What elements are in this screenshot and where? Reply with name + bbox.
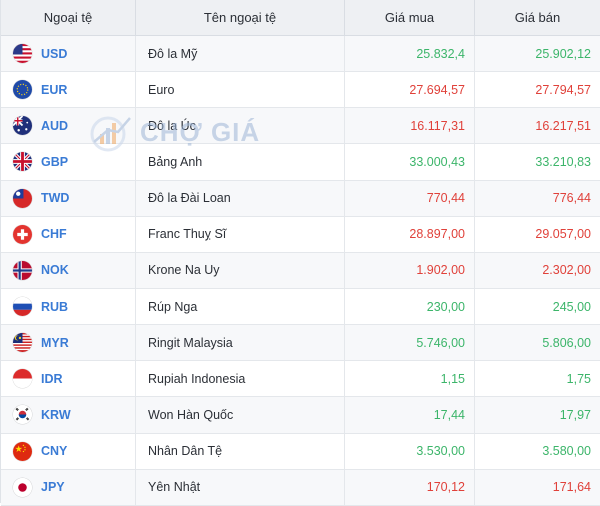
- gb-flag-icon: [13, 152, 32, 172]
- currency-code[interactable]: USD: [41, 46, 68, 61]
- table-body: USD Đô la Mỹ 25.832,4 25.902,12 EUR Euro 27.69…: [1, 36, 600, 506]
- currency-name: Nhân Dân Tệ: [136, 433, 345, 469]
- currency-name: Franc Thuỵ Sĩ: [136, 216, 345, 252]
- buy-price: 17,44: [345, 397, 475, 433]
- table-row: JPY Yên Nhật 170,12 171,64: [1, 469, 600, 506]
- sell-price: 171,64: [475, 470, 600, 505]
- sell-price: 27.794,57: [475, 72, 600, 107]
- table-row: AUD Đô la Úc 16.117,31 16.217,51: [1, 108, 600, 145]
- table-row: CHF Franc Thuỵ Sĩ 28.897,00 29.057,00: [1, 216, 600, 253]
- table-row: NOK Krone Na Uy 1.902,00 2.302,00: [1, 252, 600, 289]
- kr-flag-icon: [13, 405, 32, 425]
- table-row: GBP Bảng Anh 33.000,43 33.210,83: [1, 144, 600, 181]
- table-row: TWD Đô la Đài Loan 770,44 776,44: [1, 180, 600, 217]
- buy-price: 3.530,00: [345, 433, 475, 469]
- sell-price: 5.806,00: [475, 325, 600, 360]
- currency-name: Won Hàn Quốc: [136, 397, 345, 433]
- buy-price: 5.746,00: [345, 325, 475, 361]
- currency-code[interactable]: CHF: [41, 227, 67, 242]
- currency-code[interactable]: MYR: [41, 335, 69, 350]
- currency-code[interactable]: EUR: [41, 82, 68, 97]
- buy-price: 770,44: [345, 180, 475, 216]
- sell-price: 16.217,51: [475, 108, 600, 143]
- table-row: CNY Nhân Dân Tệ 3.530,00 3.580,00: [1, 433, 600, 470]
- currency-code-cell: MYR: [1, 325, 136, 361]
- currency-code-cell: KRW: [1, 397, 136, 433]
- currency-code-cell: CHF: [1, 216, 136, 252]
- currency-code-cell: RUB: [1, 288, 136, 325]
- currency-name: Rúp Nga: [136, 288, 345, 325]
- sell-price: 33.210,83: [475, 144, 600, 179]
- currency-code[interactable]: JPY: [41, 480, 65, 495]
- jp-flag-icon: [13, 477, 32, 497]
- header-buy-price: Giá mua: [345, 0, 475, 35]
- buy-price: 1.902,00: [345, 252, 475, 288]
- buy-price: 28.897,00: [345, 216, 475, 252]
- currency-code[interactable]: NOK: [41, 263, 69, 278]
- table-row: USD Đô la Mỹ 25.832,4 25.902,12: [1, 36, 600, 73]
- id-flag-icon: [13, 369, 32, 389]
- currency-code[interactable]: GBP: [41, 154, 69, 169]
- currency-code-cell: JPY: [1, 469, 136, 505]
- buy-price: 230,00: [345, 288, 475, 325]
- ru-flag-icon: [13, 297, 32, 317]
- sell-price: 25.902,12: [475, 36, 600, 71]
- currency-code[interactable]: RUB: [41, 299, 69, 314]
- sell-price: 245,00: [475, 289, 600, 324]
- sell-price: 29.057,00: [475, 217, 600, 252]
- sell-price: 3.580,00: [475, 434, 600, 469]
- table-header: Ngoại tệ Tên ngoại tệ Giá mua Giá bán: [1, 0, 600, 36]
- header-currency-code: Ngoại tệ: [1, 0, 136, 35]
- sell-price: 776,44: [475, 181, 600, 216]
- currency-code-cell: AUD: [1, 108, 136, 144]
- currency-name: Đô la Đài Loan: [136, 180, 345, 216]
- table-row: MYR Ringit Malaysia 5.746,00 5.806,00: [1, 325, 600, 362]
- buy-price: 16.117,31: [345, 108, 475, 144]
- table-row: KRW Won Hàn Quốc 17,44 17,97: [1, 397, 600, 434]
- currency-code[interactable]: CNY: [41, 444, 68, 459]
- no-flag-icon: [13, 260, 32, 280]
- sell-price: 2.302,00: [475, 253, 600, 288]
- currency-code-cell: IDR: [1, 361, 136, 397]
- currency-name: Rupiah Indonesia: [136, 361, 345, 397]
- currency-name: Krone Na Uy: [136, 252, 345, 288]
- currency-name: Đô la Úc: [136, 108, 345, 144]
- currency-code-cell: USD: [1, 36, 136, 72]
- currency-code[interactable]: KRW: [41, 407, 71, 422]
- buy-price: 170,12: [345, 469, 475, 505]
- currency-code-cell: EUR: [1, 72, 136, 108]
- buy-price: 1,15: [345, 361, 475, 397]
- currency-name: Bảng Anh: [136, 144, 345, 180]
- currency-code-cell: GBP: [1, 144, 136, 180]
- sell-price: 1,75: [475, 361, 600, 396]
- ch-flag-icon: [13, 224, 32, 244]
- currency-code[interactable]: IDR: [41, 371, 63, 386]
- au-flag-icon: [13, 116, 32, 136]
- currency-code[interactable]: TWD: [41, 191, 70, 206]
- header-currency-name: Tên ngoại tệ: [136, 0, 345, 35]
- currency-name: Yên Nhật: [136, 469, 345, 505]
- buy-price: 33.000,43: [345, 144, 475, 180]
- currency-name: Đô la Mỹ: [136, 36, 345, 72]
- table-row: EUR Euro 27.694,57 27.794,57: [1, 72, 600, 109]
- sell-price: 17,97: [475, 397, 600, 432]
- currency-code-cell: CNY: [1, 433, 136, 469]
- buy-price: 27.694,57: [345, 72, 475, 108]
- table-row: RUB Rúp Nga 230,00 245,00: [1, 288, 600, 326]
- currency-name: Euro: [136, 72, 345, 108]
- currency-name: Ringit Malaysia: [136, 325, 345, 361]
- eu-flag-icon: [13, 80, 32, 100]
- tw-flag-icon: [13, 188, 32, 208]
- header-sell-price: Giá bán: [475, 0, 600, 35]
- currency-code-cell: TWD: [1, 180, 136, 216]
- currency-code[interactable]: AUD: [41, 118, 69, 133]
- us-flag-icon: [13, 44, 32, 64]
- table-row: IDR Rupiah Indonesia 1,15 1,75: [1, 361, 600, 398]
- buy-price: 25.832,4: [345, 36, 475, 72]
- cn-flag-icon: [13, 441, 32, 461]
- currency-code-cell: NOK: [1, 252, 136, 288]
- my-flag-icon: [13, 333, 32, 353]
